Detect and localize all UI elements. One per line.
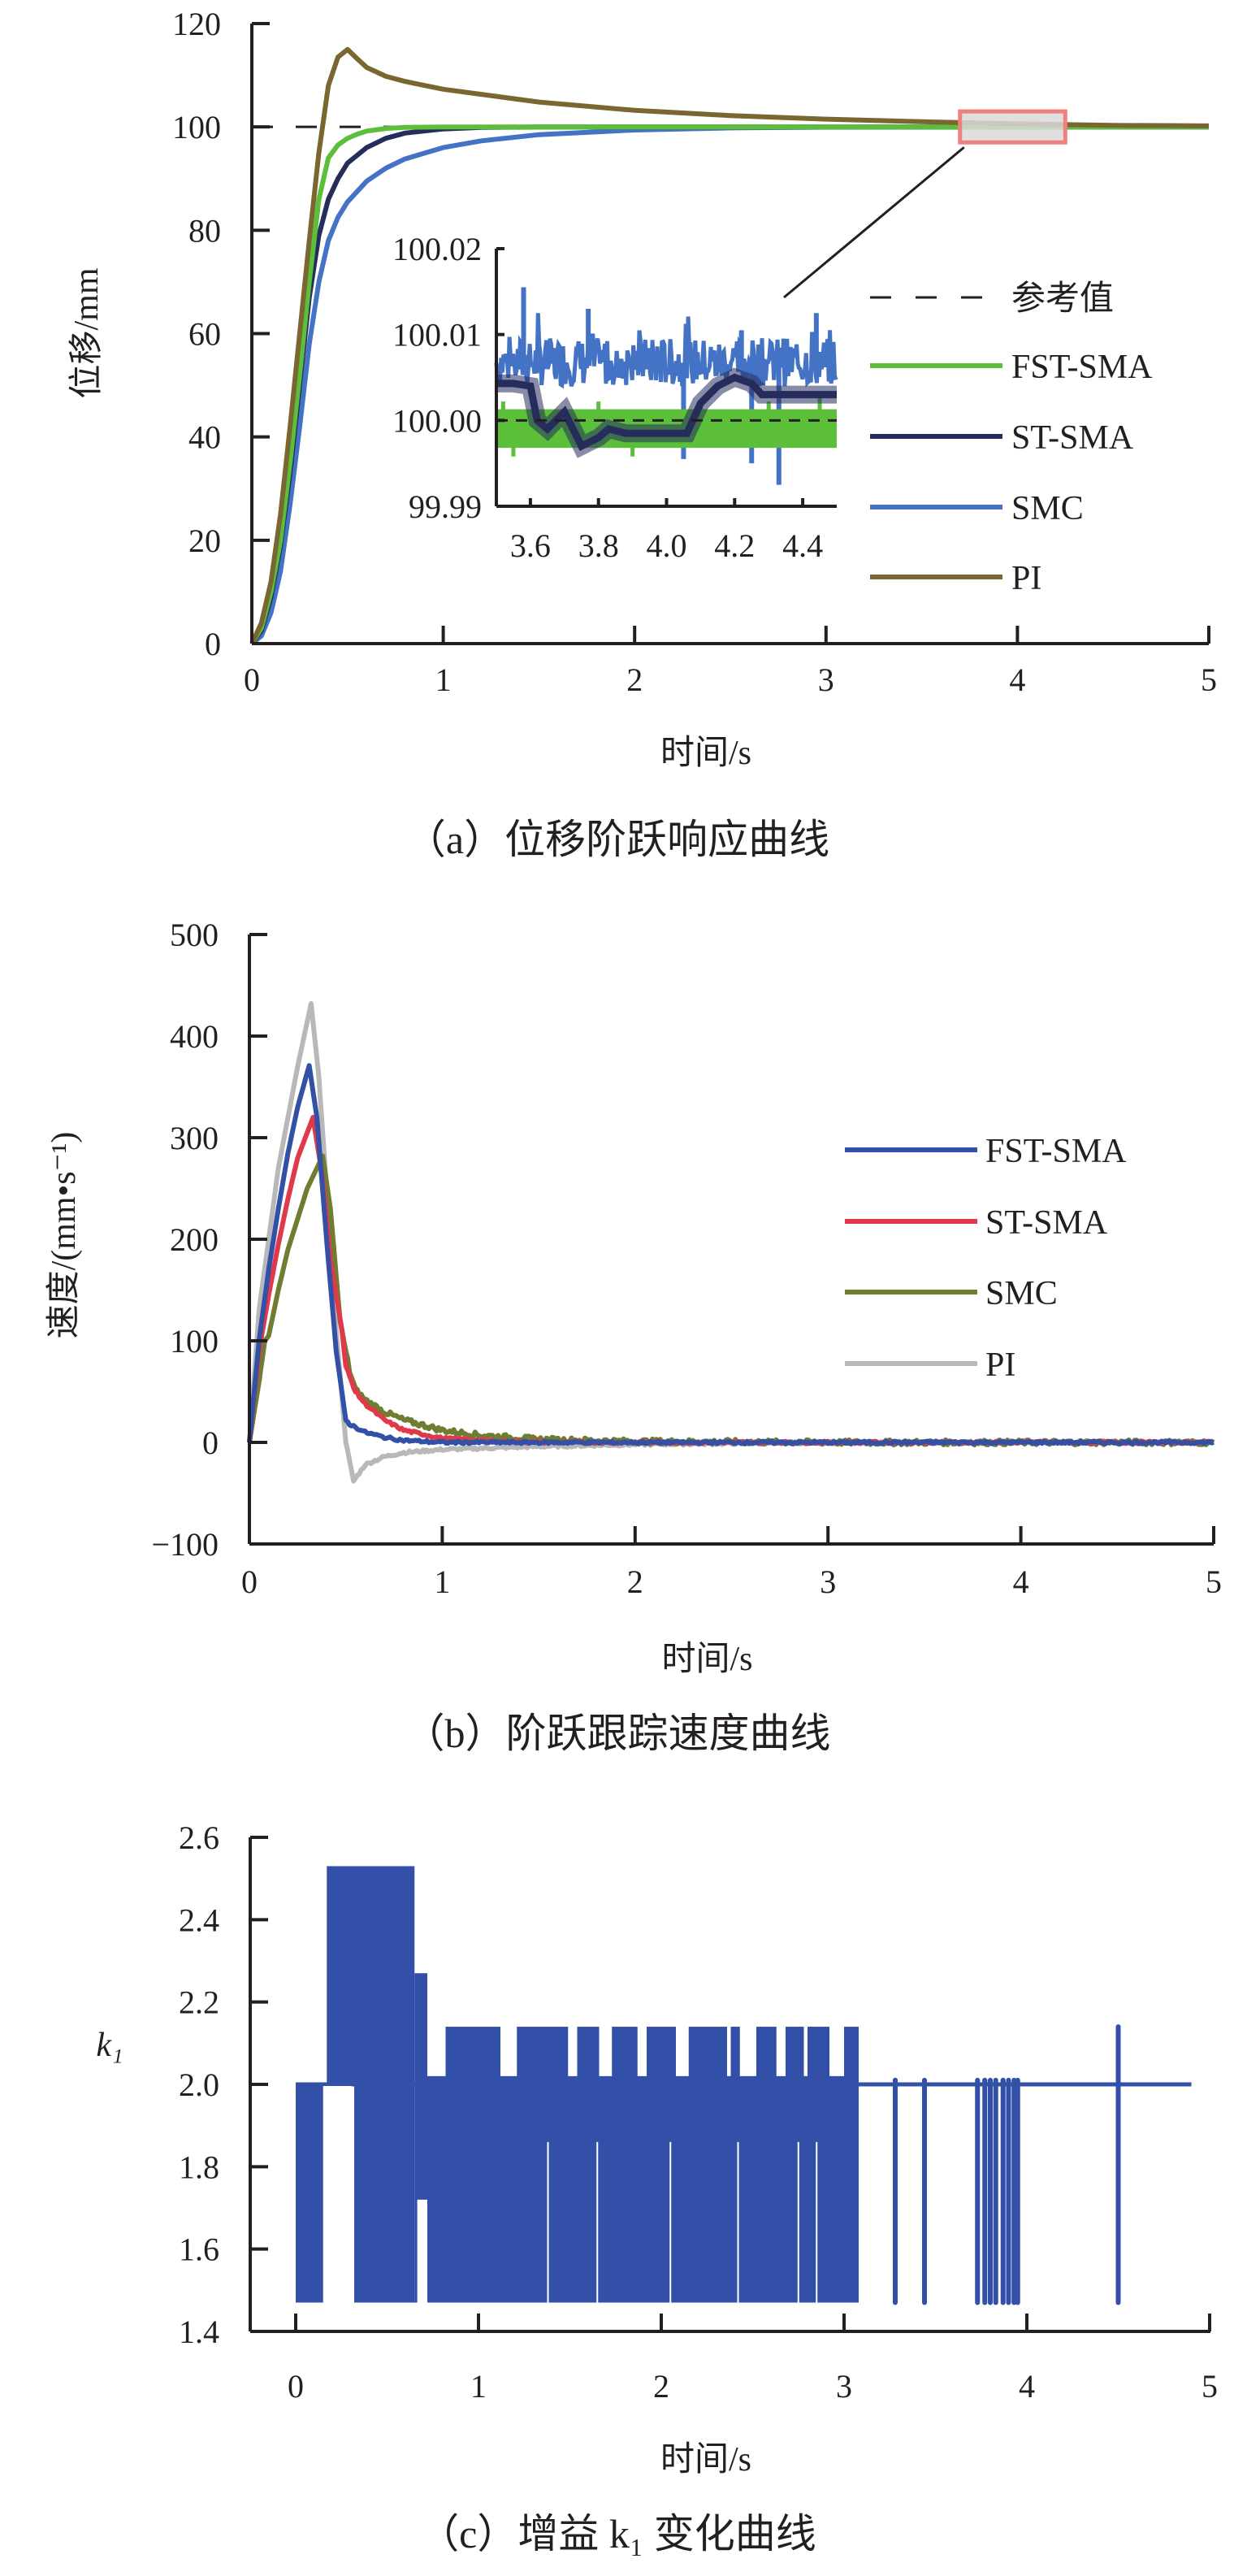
k1-notch [739,2025,756,2076]
legend-label: 参考值 [1011,280,1114,318]
inset-series-smc [494,313,838,389]
inset-chart: 99.99 100.00 100.01 100.02 3.6 3.8 4.0 4.2 4.4 [392,231,838,564]
y-tick-label: 200 [170,1221,219,1258]
x-axis-title: 时间/s [661,1641,752,1678]
x-tick-label: 3 [836,2368,852,2405]
x-tick-label: 5 [1206,1563,1222,1600]
legend-label: ST-SMA [985,1204,1108,1242]
chart-caption: （c）增益 k₁ 变化曲线 [418,2511,816,2556]
y-tick-label: 2.0 [179,2066,219,2103]
inset-x-tick-label: 4.2 [714,527,755,564]
y-tick-label: 100 [172,109,221,145]
y-tick-label: 2.6 [179,1819,219,1856]
inset-y-tick-label: 100.01 [392,317,482,353]
k1-notch [637,2025,647,2076]
x-tick-label: 5 [1202,2368,1218,2405]
y-tick-label: 60 [188,316,221,353]
legend: FST-SMA ST-SMA SMC PI [845,1133,1127,1384]
y-tick-label: 400 [170,1018,219,1055]
y-tick-label: 80 [188,212,221,249]
inset-x-tick-label: 4.0 [647,527,687,564]
inset-y-tick-label: 100.02 [392,231,482,267]
x-tick-label: 0 [241,1563,258,1600]
k1-gap [323,2086,352,2305]
y-tick-label: 1.4 [179,2314,219,2350]
legend-label: SMC [985,1275,1058,1312]
series-line-smc [247,1153,1215,1448]
k1-notch [803,2025,808,2076]
x-axis-title: 时间/s [660,735,751,772]
y-tick-label: −100 [151,1526,219,1563]
legend-label: FST-SMA [1011,349,1153,386]
y-tick-label: 2.4 [179,1902,219,1938]
k1-gap [417,2199,427,2303]
x-tick-label: 5 [1201,661,1217,698]
k1-switching-block [354,1866,415,2303]
k1-notch [568,2025,578,2076]
x-tick-label: 1 [470,2368,487,2405]
legend-label: PI [985,1347,1015,1384]
inset-y-tick-label: 100.00 [392,402,482,439]
y-tick-label: 120 [172,6,221,42]
x-tick-label: 4 [1013,1563,1029,1600]
y-tick-label: 1.8 [179,2149,219,2185]
y-tick-label: 1.6 [179,2231,219,2268]
y-axis-title: 位移/mm [67,267,106,398]
y-axis-title: 速度/(mm•s⁻¹) [45,1132,83,1339]
k1-notch [427,2025,446,2076]
y-tick-label: 500 [170,917,219,953]
zoom-connector-line [783,146,965,299]
chart-c: 1.4 1.6 1.8 2.0 2.2 2.4 2.6 0 1 2 3 4 5 时间/s k₁ （c）增益 k… [96,1819,1218,2556]
y-tick-label: 0 [202,1425,219,1461]
inset-x-tick-label: 3.8 [578,527,619,564]
k1-notch [500,2025,517,2076]
k1-notch [727,2025,731,2076]
k1-notch [599,2025,613,2076]
legend: 参考值 FST-SMA ST-SMA SMC PI [870,280,1153,597]
k1-notch [776,2025,786,2076]
x-tick-label: 4 [1019,2368,1035,2405]
legend-label: SMC [1011,490,1084,527]
x-tick-label: 0 [244,661,260,698]
y-axis-title: k₁ [96,2027,123,2064]
y-tick-label: 20 [188,523,221,559]
chart-a: 99.99 100.00 100.01 100.02 3.6 3.8 4.0 4.2 4.4 参考… [67,6,1217,862]
x-tick-label: 3 [818,661,834,698]
x-tick-label: 3 [820,1563,836,1600]
x-tick-label: 2 [626,661,643,698]
k1-notch [676,2025,689,2076]
x-tick-label: 0 [288,2368,304,2405]
x-tick-label: 1 [434,1563,450,1600]
series-line-fst-sma [247,1063,1215,1446]
y-tick-label: 2.2 [179,1984,219,2021]
inset-x-tick-label: 4.4 [782,527,823,564]
k1-switching-block [296,2084,327,2303]
x-axis-title: 时间/s [660,2441,751,2478]
zoom-box [958,109,1067,145]
x-tick-label: 1 [435,661,452,698]
series-line-fst-sma [249,124,1209,645]
series-line-pi [247,1001,1215,1484]
inset-series-st-sma-band [496,367,837,458]
legend-label: PI [1011,560,1041,597]
chart-caption: （a）位移阶跃响应曲线 [405,817,829,862]
inset-x-tick-label: 3.6 [510,527,551,564]
y-tick-label: 100 [170,1323,219,1360]
y-tick-label: 300 [170,1120,219,1156]
y-tick-label: 40 [188,419,221,456]
k1-switching-block [327,1866,354,2084]
legend-label: ST-SMA [1011,419,1134,457]
x-tick-label: 2 [627,1563,643,1600]
chart-b: FST-SMA ST-SMA SMC PI −100 0 100 200 300 400 500 0 1… [45,917,1222,1756]
x-tick-label: 2 [653,2368,669,2405]
k1-notch [829,2025,844,2076]
series-line-pi [249,46,1210,645]
chart-caption: （b）阶跃跟踪速度曲线 [405,1711,831,1756]
y-tick-label: 0 [205,626,221,662]
x-tick-label: 4 [1009,661,1025,698]
legend-label: FST-SMA [985,1133,1127,1170]
inset-y-tick-label: 99.99 [409,488,482,525]
